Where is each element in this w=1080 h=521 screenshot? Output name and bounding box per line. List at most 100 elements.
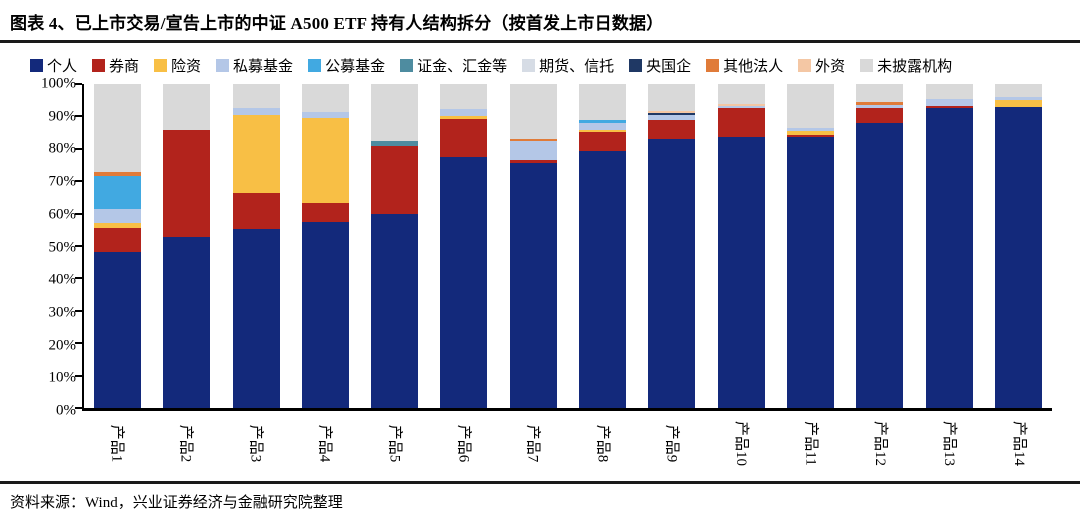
bar-产品13 bbox=[925, 84, 973, 408]
x-category-label: 产品9 bbox=[663, 424, 680, 463]
bar-segment-未披露机构 bbox=[509, 84, 557, 139]
y-tick-label: 90% bbox=[48, 108, 77, 125]
bar-产品10 bbox=[717, 84, 765, 408]
bar-segment-券商 bbox=[163, 130, 211, 237]
bar-segment-私募基金 bbox=[648, 114, 696, 120]
bar-产品1 bbox=[94, 84, 141, 408]
bar-segment-外资 bbox=[717, 104, 765, 107]
bar-segment-险资 bbox=[440, 116, 488, 119]
legend-label: 央国企 bbox=[646, 59, 692, 75]
y-tick-label: 20% bbox=[48, 337, 77, 354]
legend-item: 个人 bbox=[30, 55, 77, 76]
bar-segment-券商 bbox=[579, 132, 627, 152]
bar-产品7 bbox=[509, 84, 557, 408]
legend-swatch-icon bbox=[216, 59, 230, 72]
legend-item: 央国企 bbox=[629, 55, 691, 76]
y-tick-label: 30% bbox=[48, 304, 77, 321]
x-category-label: 产品3 bbox=[246, 424, 263, 463]
bar-segment-券商 bbox=[925, 105, 973, 108]
y-axis: 0% 10% 20% 30% 40% 50% 60% 70% 80% 90% 100% bbox=[12, 76, 82, 419]
bar-产品2 bbox=[163, 84, 211, 408]
bar-segment-险资 bbox=[994, 99, 1042, 107]
bar-segment-券商 bbox=[94, 228, 141, 253]
bar-segment-其他法人 bbox=[509, 138, 557, 142]
bar-segment-险资 bbox=[94, 223, 141, 229]
bar-segment-个人 bbox=[94, 252, 141, 408]
y-tick-mark bbox=[75, 309, 82, 312]
x-category-cell: 产品1 bbox=[94, 415, 141, 479]
legend-label: 私募基金 bbox=[233, 59, 294, 75]
legend-swatch-icon bbox=[154, 59, 168, 72]
y-tick-mark bbox=[75, 212, 82, 215]
stacked-bar-chart: 0% 10% 20% 30% 40% 50% 60% 70% 80% 90% 100% bbox=[12, 76, 1080, 419]
bar-产品3 bbox=[232, 84, 280, 408]
bar-segment-险资 bbox=[786, 131, 834, 135]
x-category-label: 产品14 bbox=[1010, 420, 1027, 467]
y-tick-mark bbox=[75, 407, 82, 409]
legend-swatch-icon bbox=[522, 59, 536, 72]
title-divider bbox=[0, 40, 1080, 43]
bar-产品9 bbox=[648, 84, 696, 408]
x-category-cell: 产品2 bbox=[163, 415, 210, 479]
bar-segment-券商 bbox=[509, 160, 557, 164]
bar-segment-券商 bbox=[786, 134, 834, 138]
bar-segment-其他法人 bbox=[856, 101, 904, 106]
y-tick-label: 50% bbox=[48, 239, 77, 255]
legend-label: 险资 bbox=[171, 59, 202, 75]
x-category-label: 产品2 bbox=[177, 424, 194, 463]
x-category-cell: 产品5 bbox=[372, 415, 419, 479]
legend-swatch-icon bbox=[860, 59, 874, 72]
x-category-cell: 产品12 bbox=[858, 415, 905, 479]
x-category-cell: 产品9 bbox=[650, 415, 697, 479]
bar-segment-公募基金 bbox=[94, 176, 141, 209]
x-category-label: 产品12 bbox=[871, 420, 888, 467]
bar-segment-券商 bbox=[301, 202, 349, 223]
bar-segment-个人 bbox=[579, 151, 627, 408]
plot-area bbox=[75, 83, 1052, 411]
y-tick-label: 10% bbox=[48, 369, 77, 386]
bar-segment-个人 bbox=[925, 107, 973, 408]
bar-segment-其他法人 bbox=[94, 172, 141, 177]
x-category-cell: 产品14 bbox=[997, 415, 1044, 479]
legend-swatch-icon bbox=[706, 59, 720, 72]
x-category-cell: 产品8 bbox=[580, 415, 627, 479]
y-tick-mark bbox=[75, 342, 82, 345]
page-title: 图表 4、已上市交易/宣告上市的中证 A500 ETF 持有人结构拆分（按首发上… bbox=[10, 14, 664, 33]
bar-segment-券商 bbox=[717, 108, 765, 138]
bar-segment-私募基金 bbox=[994, 96, 1042, 100]
bar-segment-未披露机构 bbox=[717, 84, 765, 105]
legend-swatch-icon bbox=[629, 59, 643, 72]
bar-segment-券商 bbox=[648, 119, 696, 140]
x-category-cell: 产品10 bbox=[719, 415, 766, 479]
x-category-cell: 产品11 bbox=[789, 415, 836, 479]
legend-label: 外资 bbox=[815, 59, 846, 75]
bar-segment-未披露机构 bbox=[579, 84, 627, 120]
legend-item: 公募基金 bbox=[308, 55, 385, 76]
y-tick-mark bbox=[75, 115, 82, 118]
x-category-cell: 产品3 bbox=[233, 415, 280, 479]
bar-segment-未披露机构 bbox=[94, 84, 141, 173]
legend-swatch-icon bbox=[92, 59, 106, 72]
legend-item: 未披露机构 bbox=[860, 55, 952, 76]
bar-segment-私募基金 bbox=[301, 111, 349, 119]
legend-item: 券商 bbox=[92, 55, 139, 76]
y-tick-mark bbox=[75, 374, 82, 377]
bar-segment-私募基金 bbox=[440, 108, 488, 117]
y-tick-label: 100% bbox=[41, 75, 76, 92]
bar-segment-险资 bbox=[301, 118, 349, 203]
x-category-cell: 产品7 bbox=[511, 415, 558, 479]
bar-segment-未披露机构 bbox=[371, 84, 419, 142]
legend-label: 券商 bbox=[109, 59, 140, 75]
bar-segment-未披露机构 bbox=[856, 84, 904, 102]
x-category-label: 产品4 bbox=[316, 424, 333, 463]
legend-item: 私募基金 bbox=[216, 55, 293, 76]
bar-产品11 bbox=[786, 84, 834, 408]
bar-segment-未披露机构 bbox=[232, 84, 280, 109]
bar-segment-个人 bbox=[717, 137, 765, 408]
bar-segment-券商 bbox=[440, 119, 488, 157]
bar-segment-私募基金 bbox=[232, 108, 280, 115]
bar-产品6 bbox=[440, 84, 488, 408]
y-tick-mark bbox=[75, 277, 82, 280]
legend-item: 外资 bbox=[798, 55, 845, 76]
bar-segment-私募基金 bbox=[786, 127, 834, 132]
